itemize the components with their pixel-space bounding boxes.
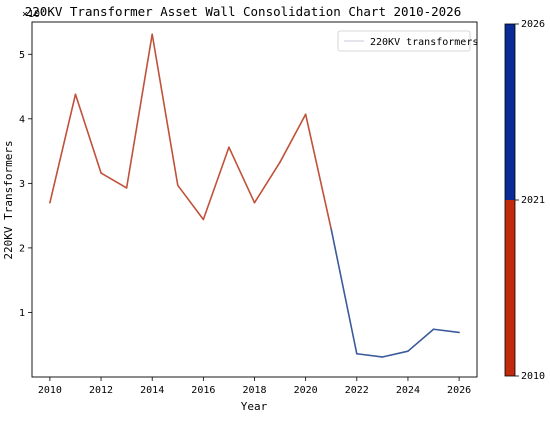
line-segment-historical [202,146,230,221]
line-segment-historical [176,184,205,221]
y-tick-label: 2 [19,243,25,254]
series-lines [49,33,460,358]
y-axis-ticks: 1 2 3 4 5 [19,50,32,319]
x-tick-label: 2014 [140,385,164,396]
legend: 220KV transformers [337,30,478,52]
x-tick-label: 2024 [396,385,420,396]
line-segment-historical [74,93,102,174]
line-segment-historical [100,172,128,189]
y-scale-multiplier: ×10⁷ [22,9,46,20]
legend-label: 220KV transformers [370,37,478,48]
line-segment-forecast [355,352,384,358]
colorbar: 2026 2021 2010 [504,19,545,382]
line-segment-forecast [432,328,460,334]
line-segment-historical [125,33,154,189]
chart-title: 220KV Transformer Asset Wall Consolidati… [25,4,462,19]
line-segment-historical [151,33,179,187]
colorbar-segment-2010-2021 [505,200,515,376]
colorbar-segment-2021-2026 [505,24,515,200]
y-tick-label: 4 [19,114,25,125]
plot-frame [31,21,478,378]
line-segment-historical [49,93,77,204]
x-tick-label: 2010 [38,385,62,396]
x-axis-title: Year [241,400,268,413]
x-tick-label: 2020 [294,385,318,396]
colorbar-label-2021: 2021 [521,195,545,206]
legend-box [337,30,471,52]
y-tick-label: 3 [19,179,25,190]
y-tick-label: 5 [19,50,25,61]
line-segment-forecast [330,228,358,355]
x-tick-label: 2016 [191,385,215,396]
line-segment-historical [228,146,256,204]
colorbar-label-2026: 2026 [521,19,545,30]
line-segment-historical [253,161,281,204]
line-segment-historical [304,113,333,230]
line-segment-historical [279,113,307,163]
x-tick-label: 2022 [345,385,369,396]
y-axis-title: 220KV Transformers [2,140,15,259]
x-tick-label: 2012 [89,385,113,396]
line-segment-forecast [381,350,409,358]
x-axis-ticks: 2010 2012 2014 2016 2018 2020 2022 2024 2026 [38,377,471,396]
x-tick-label: 2018 [242,385,266,396]
y-tick-label: 1 [19,308,25,319]
x-tick-label: 2026 [447,385,471,396]
colorbar-label-2010: 2010 [521,371,545,382]
line-segment-forecast [407,328,435,352]
